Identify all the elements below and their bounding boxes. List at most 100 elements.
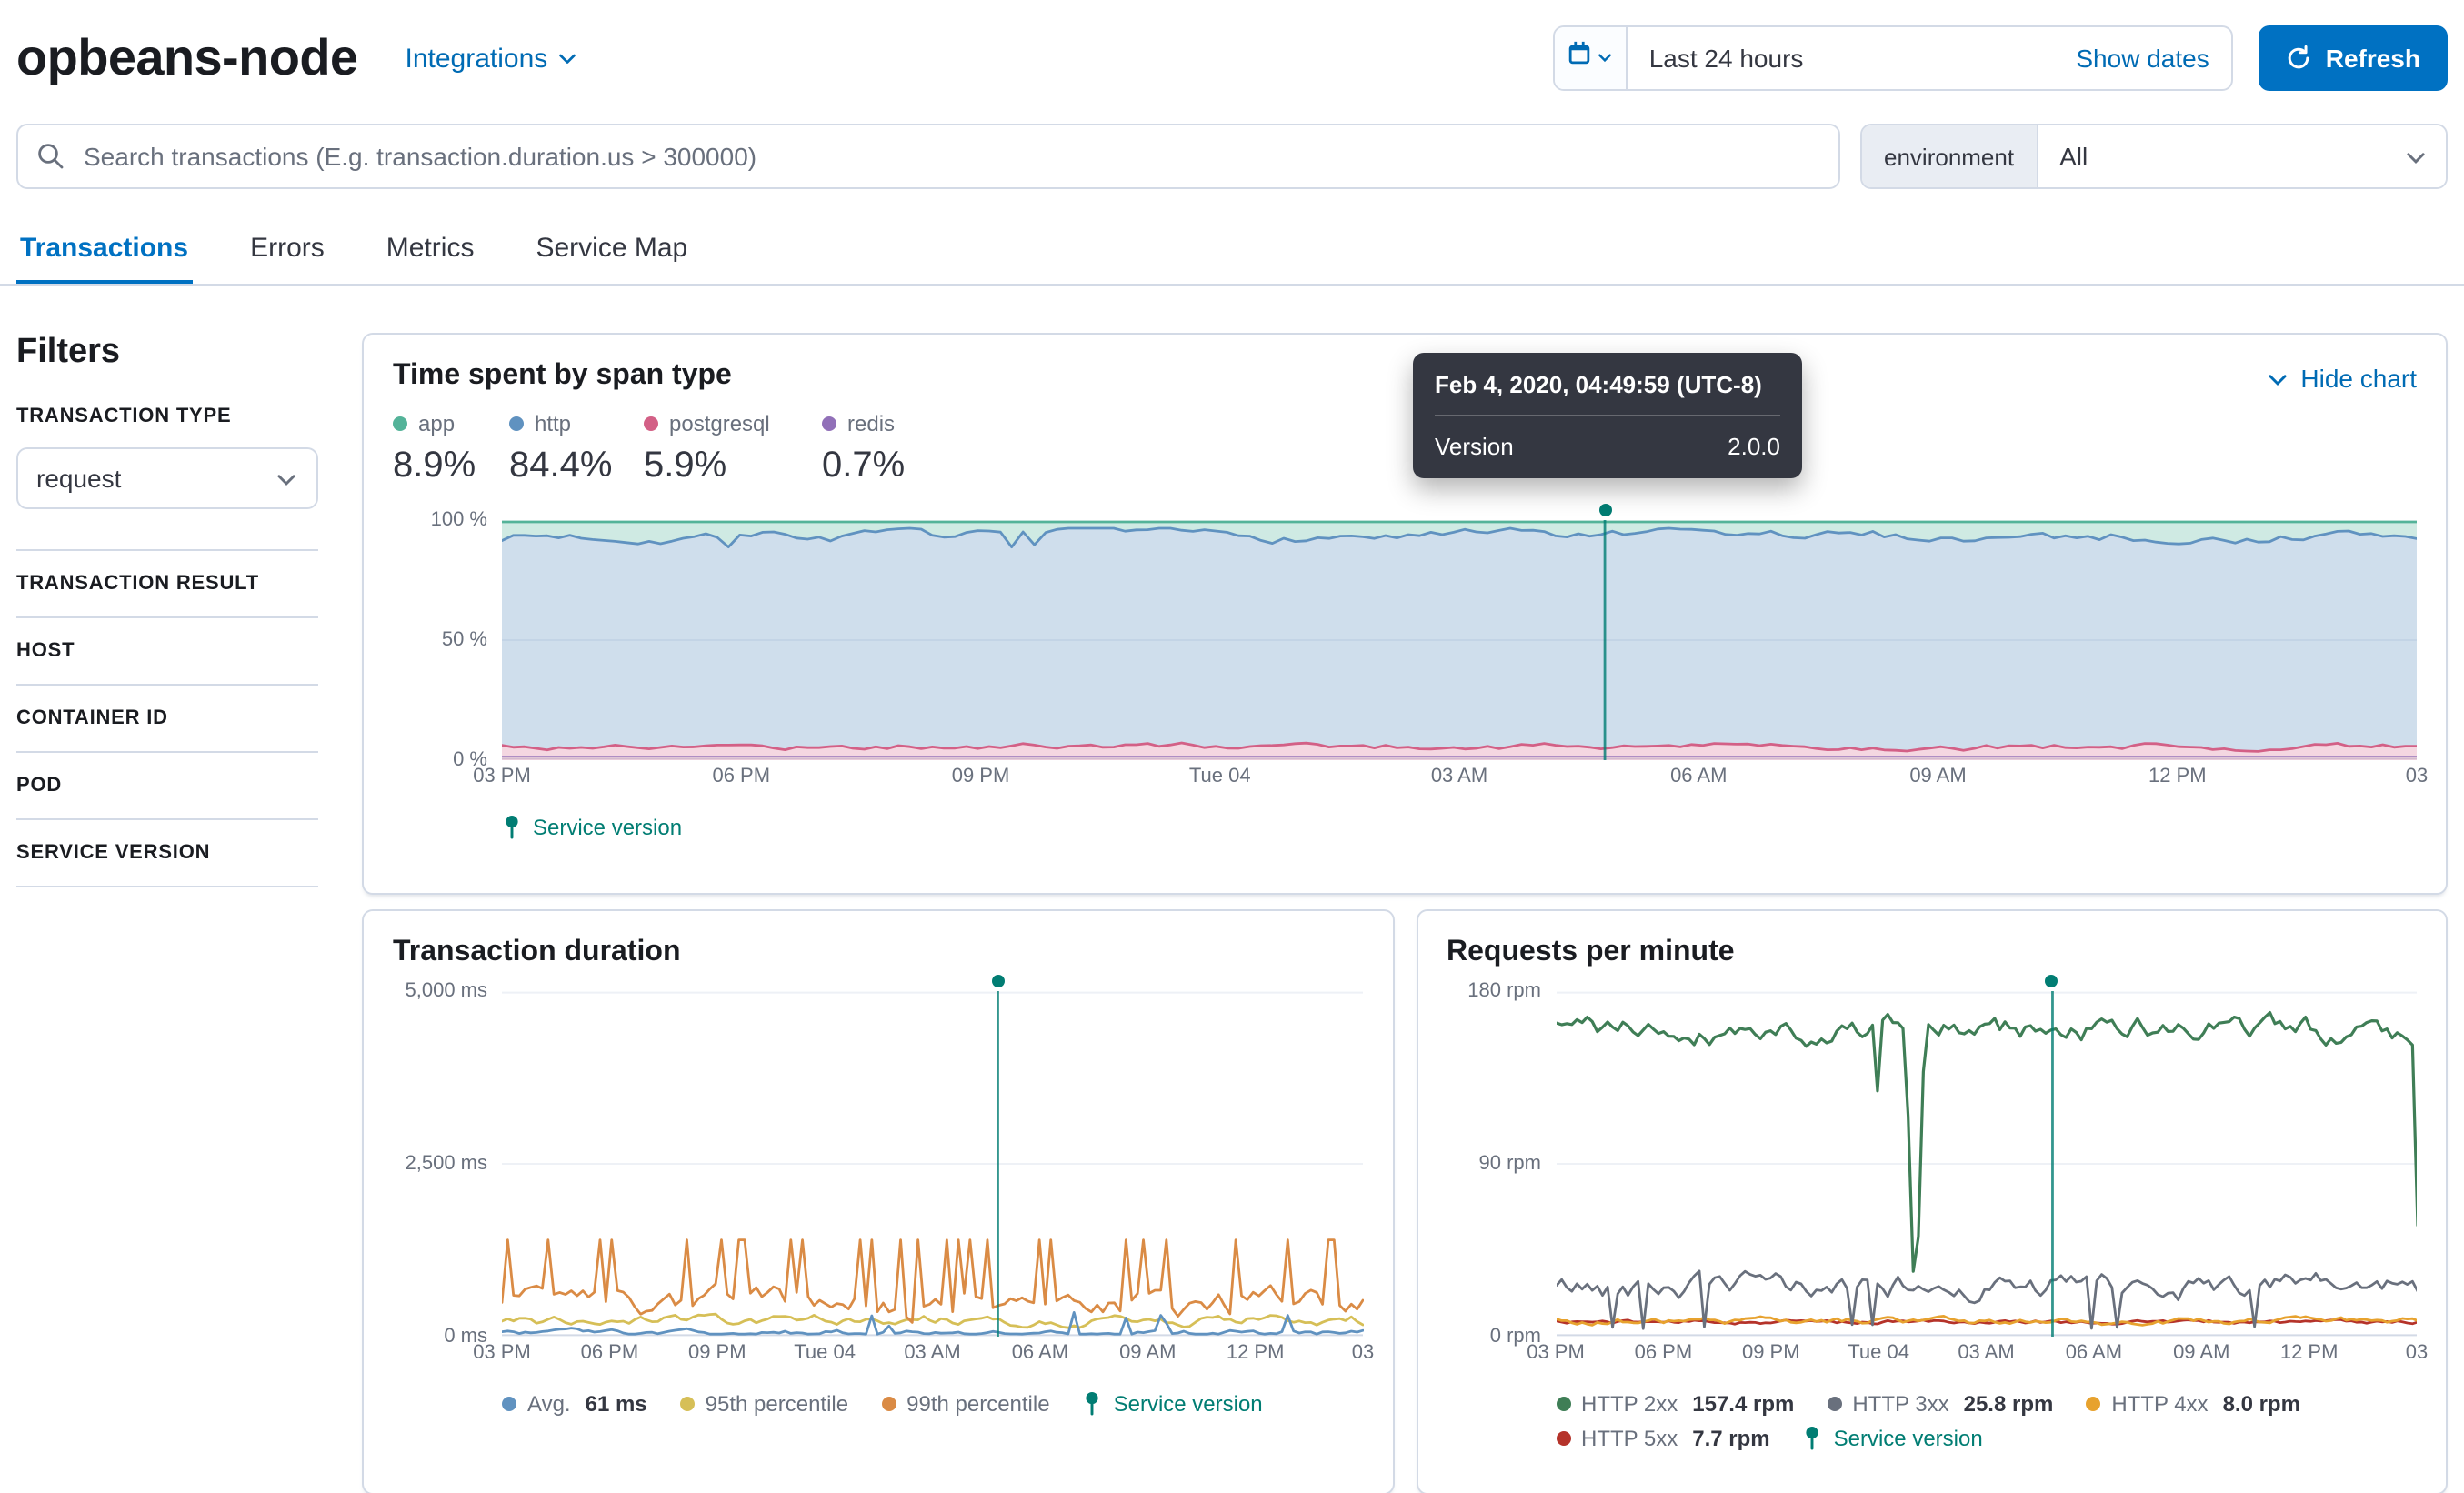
x-tick-label: Tue 04 — [794, 1342, 856, 1364]
service-version-legend[interactable]: Service version — [502, 815, 682, 840]
tab-service-map[interactable]: Service Map — [536, 233, 688, 264]
rpm-chart-xticks: 03 PM 06 PM 09 PM Tue 04 03 AM 06 AM 09 AM 12 P… — [1527, 1337, 2428, 1369]
filters-title: Filters — [16, 333, 121, 371]
show-dates-link[interactable]: Show dates — [2076, 44, 2209, 73]
x-tick-label: 03 AM — [904, 1342, 961, 1364]
legend-item-http4xx[interactable]: HTTP 4xx 8.0 rpm — [2086, 1391, 2300, 1417]
main-tabs: Transactions Errors Metrics Service Map — [0, 215, 2464, 286]
x-tick-label: 03 PM — [473, 1342, 531, 1364]
chevron-down-icon — [275, 466, 298, 490]
time-range-value[interactable]: Last 24 hours — [1648, 44, 1804, 73]
service-version-marker-icon — [1803, 1426, 1823, 1451]
calendar-button[interactable] — [1554, 27, 1628, 89]
page-title: opbeans-node — [16, 29, 358, 85]
search-transactions-input[interactable] — [16, 124, 1840, 189]
legend-item-app[interactable]: app — [393, 411, 509, 436]
legend-item-redis[interactable]: redis — [822, 411, 1040, 436]
tooltip-timestamp: Feb 4, 2020, 04:49:59 (UTC-8) — [1435, 371, 1780, 416]
tab-transactions[interactable]: Transactions — [16, 215, 192, 284]
x-tick-label: 06 PM — [712, 766, 771, 787]
legend-item-99th[interactable]: 99th percentile — [881, 1391, 1050, 1417]
x-tick-label: 03 — [2405, 1342, 2429, 1364]
legend-dot — [1556, 1397, 1570, 1411]
x-tick-label: 03 AM — [1430, 766, 1488, 787]
span-annotation-legend: Service version — [502, 815, 2417, 840]
x-tick-label: 06 AM — [2065, 1342, 2123, 1364]
tooltip-value: 2.0.0 — [1728, 433, 1780, 460]
environment-label: environment — [1862, 125, 2038, 187]
time-spent-title: Time spent by span type — [393, 360, 732, 391]
percent-postgresql: 5.9% — [644, 446, 727, 486]
filter-host[interactable]: HOST — [16, 618, 318, 686]
search-row: environment All — [16, 124, 2448, 189]
chart-tooltip: Feb 4, 2020, 04:49:59 (UTC-8) Version 2.… — [1413, 353, 1802, 478]
x-tick-label: 03 PM — [473, 766, 531, 787]
legend-item-http3xx[interactable]: HTTP 3xx 25.8 rpm — [1827, 1391, 2053, 1417]
environment-select[interactable]: All — [2038, 125, 2446, 187]
legend-dot — [822, 416, 836, 431]
filter-sections: TRANSACTION RESULT HOST CONTAINER ID POD… — [16, 549, 318, 887]
service-version-marker-icon — [502, 815, 522, 840]
duration-chart-plot[interactable] — [502, 975, 1363, 1337]
legend-dot — [393, 416, 407, 431]
duration-chart-svg — [502, 991, 1363, 1337]
x-tick-label: 12 PM — [1226, 1342, 1285, 1364]
legend-dot — [1827, 1397, 1842, 1411]
chevron-down-icon — [2266, 366, 2289, 390]
x-tick-label: 09 AM — [1909, 766, 1967, 787]
filter-service-version[interactable]: SERVICE VERSION — [16, 820, 318, 887]
x-tick-label: 03 AM — [1958, 1342, 2015, 1364]
x-tick-label: 06 AM — [1670, 766, 1728, 787]
duration-legend: Avg. 61 ms 95th percentile 99th percenti… — [502, 1391, 1363, 1417]
filter-transaction-result[interactable]: TRANSACTION RESULT — [16, 551, 318, 618]
legend-dot — [644, 416, 658, 431]
service-version-legend[interactable]: Service version — [1083, 1391, 1263, 1417]
x-tick-label: 09 PM — [687, 1342, 746, 1364]
span-chart-plot[interactable] — [502, 504, 2417, 760]
chevron-down-icon — [1598, 42, 1614, 75]
search-icon — [36, 142, 65, 180]
rpm-chart: 180 rpm 90 rpm 0 rpm — [1447, 975, 2417, 1348]
tab-errors[interactable]: Errors — [250, 233, 325, 264]
x-tick-label: Tue 04 — [1848, 1342, 1909, 1364]
environment-filter: environment All — [1860, 124, 2448, 189]
x-tick-label: 12 PM — [2148, 766, 2207, 787]
rpm-legend: HTTP 2xx 157.4 rpm HTTP 3xx 25.8 rpm HTT… — [1556, 1391, 2417, 1451]
integrations-menu[interactable]: Integrations — [406, 43, 579, 74]
x-tick-label: 09 PM — [951, 766, 1010, 787]
calendar-icon — [1567, 40, 1594, 76]
filter-pod[interactable]: POD — [16, 753, 318, 820]
legend-item-95th[interactable]: 95th percentile — [679, 1391, 848, 1417]
integrations-label: Integrations — [405, 43, 548, 74]
filter-container-id[interactable]: CONTAINER ID — [16, 686, 318, 753]
legend-dot — [2086, 1397, 2101, 1411]
duration-chart-yaxis: 5,000 ms 2,500 ms 0 ms — [405, 980, 488, 1348]
legend-item-avg[interactable]: Avg. 61 ms — [502, 1391, 647, 1417]
x-tick-label: 06 AM — [1011, 1342, 1069, 1364]
header-controls: Last 24 hours Show dates Refresh — [1552, 25, 2448, 91]
main-column: Time spent by span type Hide chart app h… — [362, 333, 2448, 1493]
transaction-type-select[interactable]: request — [16, 447, 318, 509]
legend-item-http[interactable]: http — [509, 411, 644, 436]
x-tick-label: 06 PM — [580, 1342, 639, 1364]
hide-chart-link[interactable]: Hide chart — [2266, 364, 2417, 393]
content: Filters TRANSACTION TYPE request TRANSAC… — [16, 333, 2448, 1493]
annotation-dot — [2045, 975, 2058, 987]
legend-item-http2xx[interactable]: HTTP 2xx 157.4 rpm — [1556, 1391, 1794, 1417]
rpm-chart-plot[interactable] — [1556, 975, 2417, 1337]
span-type-legend: app http postgresql redis 8.9% — [393, 411, 2417, 487]
x-tick-label: 03 PM — [1527, 1342, 1585, 1364]
legend-dot — [679, 1397, 695, 1411]
requests-per-minute-panel: Requests per minute 180 rpm 90 rpm 0 rpm… — [1416, 909, 2448, 1493]
service-version-legend[interactable]: Service version — [1803, 1426, 1983, 1451]
x-tick-label: Tue 04 — [1188, 766, 1251, 787]
tab-metrics[interactable]: Metrics — [386, 233, 475, 264]
chevron-down-icon — [556, 47, 578, 69]
refresh-button[interactable]: Refresh — [2258, 25, 2448, 91]
avg-value: 61 ms — [585, 1391, 647, 1417]
percent-app: 8.9% — [393, 446, 476, 486]
rpm-chart-svg — [1556, 991, 2417, 1337]
legend-item-http5xx[interactable]: HTTP 5xx 7.7 rpm — [1556, 1426, 1770, 1451]
legend-item-postgresql[interactable]: postgresql — [644, 411, 822, 436]
search-box — [16, 124, 1840, 189]
